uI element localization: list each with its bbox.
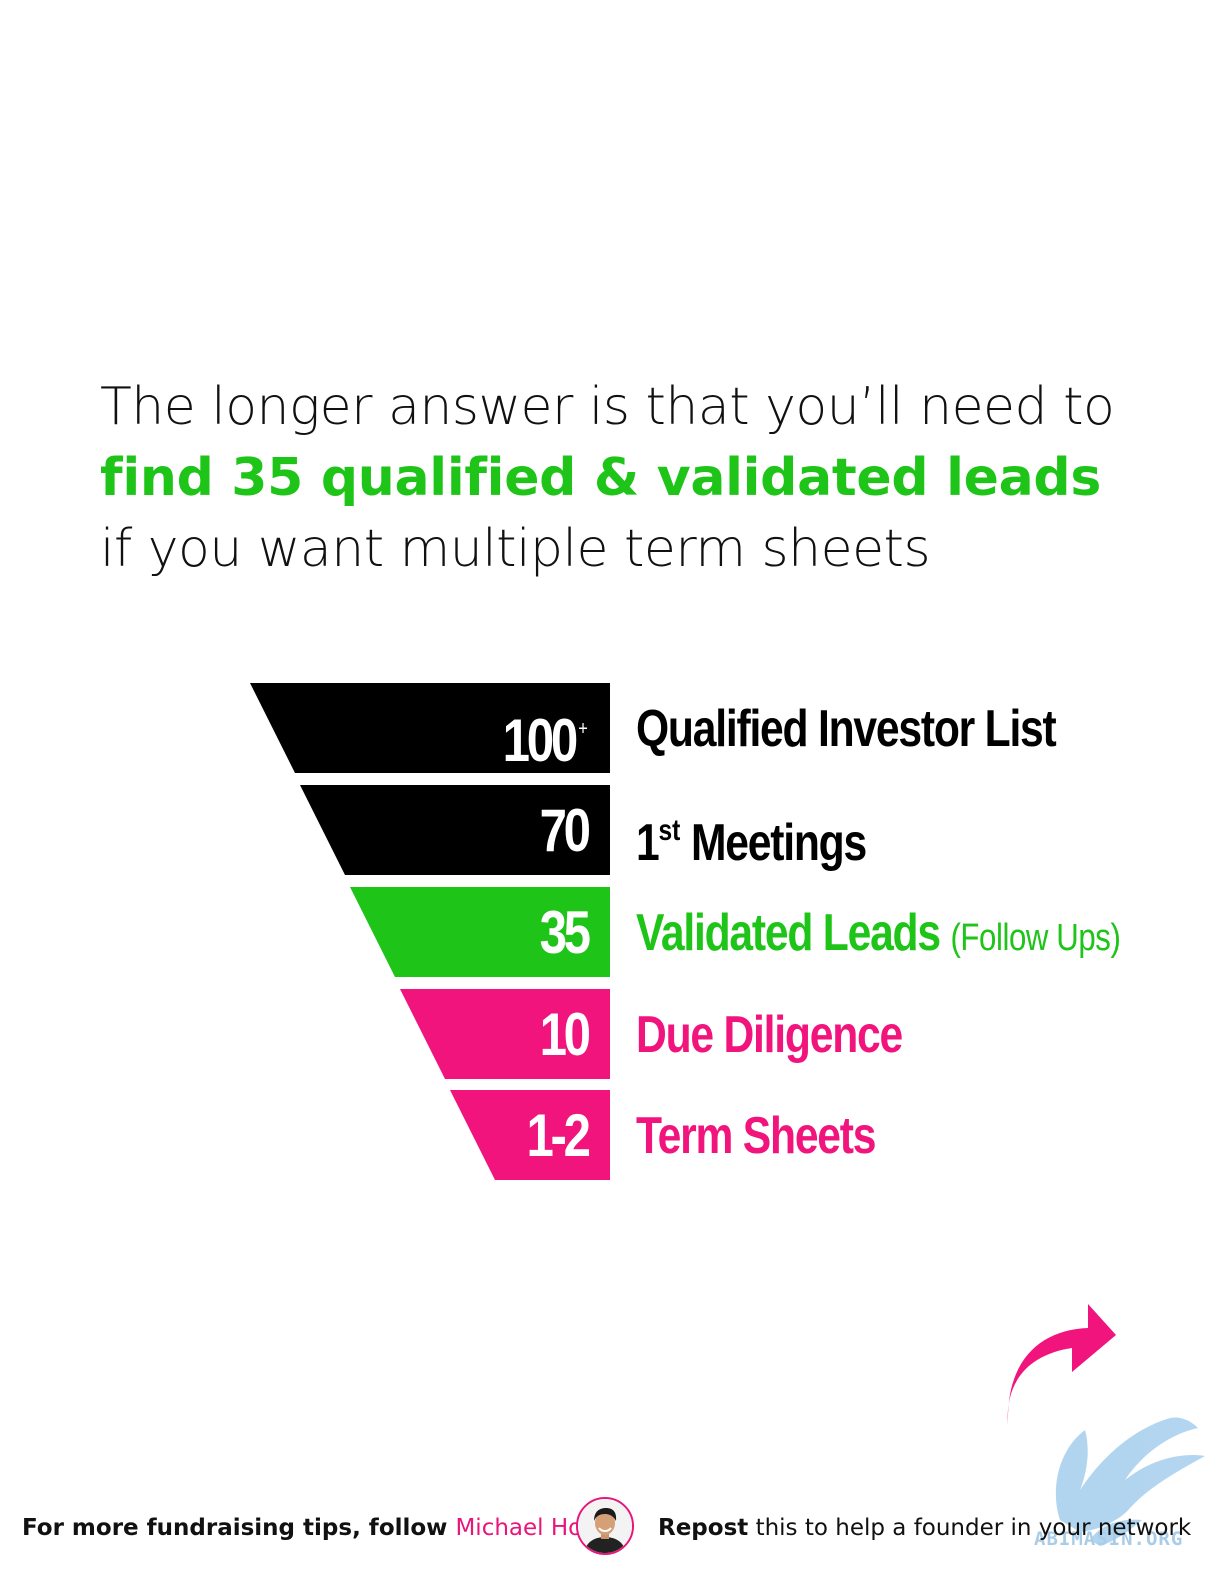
- funnel-stage-2: 70 1st Meetings: [0, 785, 1224, 875]
- avatar-portrait: [578, 1499, 632, 1553]
- stage-label-prefix-2: 1: [636, 814, 660, 872]
- watermark-text: ABIMASIN.ORG: [1034, 1528, 1184, 1550]
- funnel-wedge-3: [350, 887, 610, 977]
- headline-line-3: if you want multiple term sheets: [100, 519, 931, 579]
- stage-number-suffix-1: +: [578, 718, 588, 740]
- stage-label-sup-2: st: [658, 814, 681, 847]
- funnel-stage-1: 100 + Qualified Investor List: [0, 683, 1224, 774]
- repost-suffix: this to help a founder in your network: [748, 1515, 1192, 1541]
- headline: The longer answer is that you’ll need to…: [100, 372, 1200, 585]
- funnel-wedge-shape-2: [300, 785, 610, 875]
- funnel-wedge-4: [400, 989, 610, 1079]
- headline-line-1: The longer answer is that you’ll need to: [100, 377, 1115, 437]
- author-name-link[interactable]: Michael Ho: [455, 1515, 583, 1541]
- stage-number-2: 70: [539, 797, 591, 864]
- author-avatar[interactable]: [576, 1497, 634, 1555]
- funnel-wedge-shape-3: [350, 887, 610, 977]
- stage-number-5: 1-2: [526, 1102, 592, 1169]
- stage-label-4: Due Diligence: [636, 1006, 903, 1064]
- headline-line-2: find 35 qualified & validated leads: [100, 448, 1101, 508]
- funnel-wedge-shape-5: [450, 1090, 610, 1180]
- repost-label: Repost: [658, 1515, 749, 1541]
- stage-label-1: Qualified Investor List: [636, 700, 1057, 758]
- curved-share-arrow-icon: [1007, 1304, 1116, 1425]
- funnel-wedge-1: [250, 683, 610, 773]
- funnel-stage-4: 10 Due Diligence: [0, 989, 1224, 1079]
- funnel-stage-5: 1-2 Term Sheets: [0, 1090, 1224, 1180]
- footer-follow-prefix: For more fundraising tips, follow: [22, 1515, 456, 1541]
- stage-number-1: 100 +: [502, 683, 588, 774]
- stage-label-3: Validated Leads (Follow Ups): [636, 887, 1121, 977]
- funnel-wedge-shape-4: [400, 989, 610, 1079]
- funnel-stage-3: 35 Validated Leads (Follow Ups): [0, 887, 1224, 977]
- stage-number-value-1: 100: [502, 707, 579, 774]
- griffin-logo-icon: [1055, 1417, 1205, 1546]
- funnel-wedge-5: [450, 1090, 610, 1180]
- footer-repost-text: Repost this to help a founder in your ne…: [658, 1510, 1191, 1546]
- stage-label-2: 1st Meetings: [636, 785, 867, 875]
- stage-label-text-3: Validated Leads: [636, 904, 941, 962]
- funnel-wedge-shape-1: [250, 683, 610, 773]
- stage-label-5: Term Sheets: [636, 1107, 876, 1165]
- footer-follow-text: For more fundraising tips, follow Michae…: [22, 1510, 582, 1546]
- stage-label-note-3: (Follow Ups): [950, 917, 1121, 959]
- stage-label-text-2: Meetings: [690, 814, 867, 872]
- stage-number-3: 35: [539, 899, 591, 966]
- funnel-wedge-2: [300, 785, 610, 875]
- stage-number-4: 10: [539, 1001, 591, 1068]
